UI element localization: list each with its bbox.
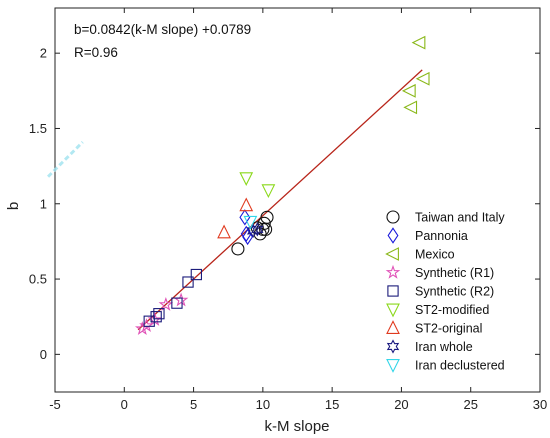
legend-label: Pannonia [415,229,468,243]
series-st2-original [217,197,254,239]
faint-artifact-line [47,140,84,178]
legend-marker [386,339,400,354]
y-tick-label: 0.5 [29,272,47,287]
series-iran-declustered [243,215,258,230]
legend-label: ST2-modified [415,303,489,317]
legend-label: Iran declustered [415,359,505,373]
legend-label: ST2-original [415,322,482,336]
series-taiwan-and-italy [231,210,274,256]
data-point [243,215,258,230]
correlation-coefficient: R=0.96 [74,45,118,60]
fit-line [137,69,423,331]
legend: Taiwan and Italy Pannonia Mexico Synthetic … [385,210,505,373]
series-layer [47,35,430,335]
data-point [403,100,418,115]
legend-item: ST2-modified [386,303,489,318]
x-axis-label: k-M slope [264,418,329,435]
y-tick-label: 0 [40,347,47,362]
y-tick-label: 2 [40,46,47,61]
plot-frame [54,7,541,393]
legend-item: Mexico [385,247,455,262]
legend-label: Synthetic (R1) [415,266,494,280]
legend-item: Iran whole [386,339,473,354]
y-axis-label: b [5,202,22,210]
data-point [239,172,254,186]
legend-item: Synthetic (R1) [385,264,494,280]
legend-marker [386,210,400,224]
data-point [253,227,267,241]
legend-marker [386,320,400,334]
data-point [411,35,426,50]
series-synthetic-r2 [143,268,202,327]
series-iran-whole [246,222,264,239]
data-point [173,292,189,307]
data-point [239,197,254,212]
legend-marker [387,285,399,297]
data-point [153,308,165,320]
legend-marker [385,247,399,261]
data-point [158,296,174,311]
data-point [171,297,183,309]
data-point [415,71,430,86]
data-point [251,222,264,237]
data-point [143,315,155,327]
legend-label: Iran whole [415,340,473,354]
x-tick-label: 15 [325,397,339,412]
legend-label: Taiwan and Italy [415,211,505,225]
series-mexico [401,35,430,115]
data-point [190,268,202,281]
annotations: b=0.0842(k-M slope) +0.0789 R=0.96 [74,22,251,60]
data-point [231,242,245,256]
series-st2-modified [239,172,276,199]
fit-equation: b=0.0842(k-M slope) +0.0789 [74,22,251,37]
data-point [182,276,194,288]
legend-marker [385,264,401,279]
data-point [150,311,162,323]
x-tick-label: 25 [463,397,477,412]
y-tick-label: 1.5 [29,121,47,136]
legend-label: Mexico [415,248,455,262]
legend-item: ST2-original [386,320,482,336]
x-tick-label: 20 [394,397,408,412]
legend-item: Taiwan and Italy [386,210,505,225]
axes: -5 0 5 10 15 20 25 30 0 0.5 1 1.5 2 [29,7,547,412]
x-tick-label: 10 [256,397,270,412]
legend-marker [387,227,399,244]
data-point [246,223,260,239]
legend-item: Pannonia [387,227,468,244]
data-point [239,209,251,226]
x-tick-label: 30 [533,397,547,412]
legend-marker [386,359,400,373]
legend-marker [386,303,400,318]
legend-item: Iran declustered [386,359,505,373]
legend-item: Synthetic (R2) [387,285,494,299]
x-tick-label: -5 [49,397,61,412]
legend-label: Synthetic (R2) [415,285,494,299]
data-point [261,184,276,199]
y-tick-label: 1 [40,196,47,211]
data-point [139,318,154,332]
x-tick-label: 0 [121,397,128,412]
data-point [401,83,416,98]
x-tick-label: 5 [190,397,197,412]
data-point [217,224,231,239]
